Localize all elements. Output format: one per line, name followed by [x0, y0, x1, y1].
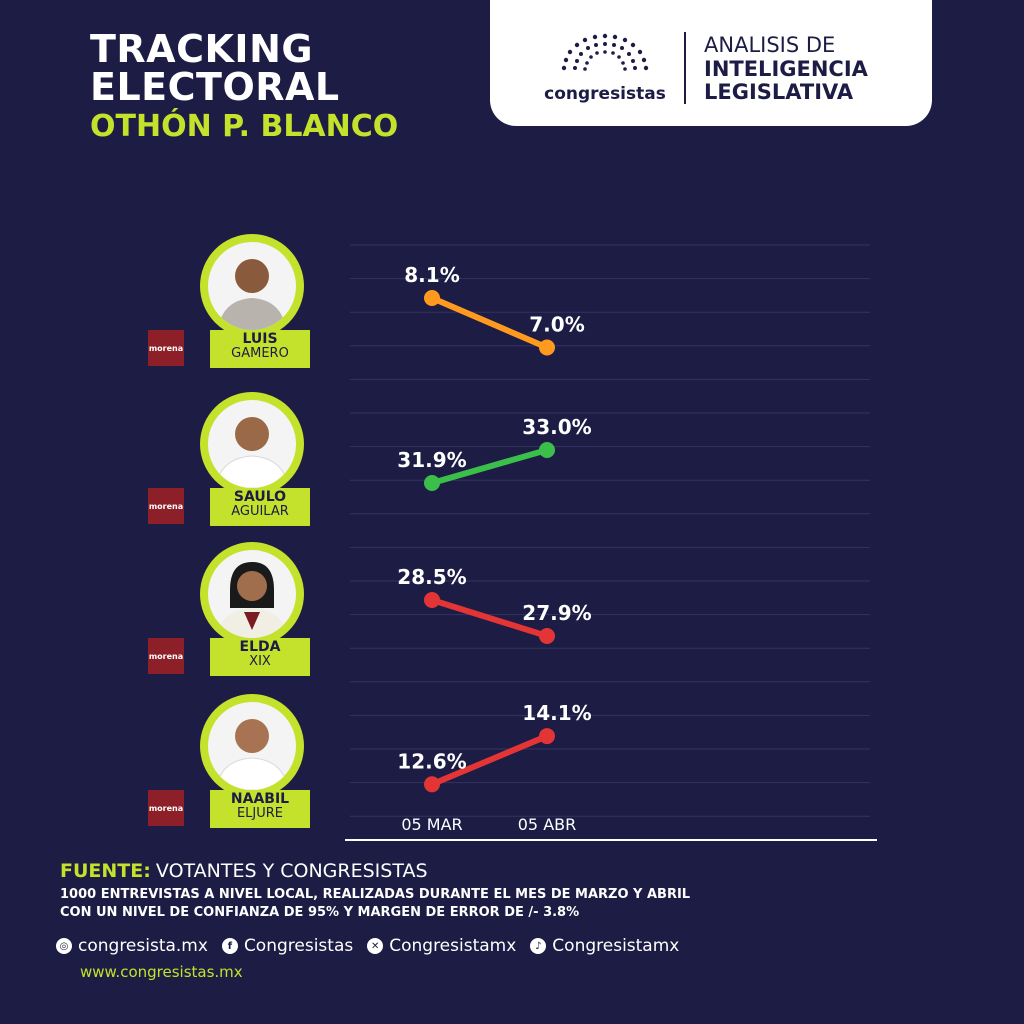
candidate-last-name: AGUILAR [231, 504, 289, 520]
x-tick-label: 05 ABR [518, 815, 576, 834]
candidate-first-name: ELDA [239, 639, 281, 655]
party-logo: morena [148, 638, 184, 674]
brand-tagline-line-3: LEGISLATIVA [704, 80, 854, 105]
facebook-icon: f [221, 938, 238, 954]
source-label: FUENTE: [60, 860, 151, 882]
data-label: 31.9% [397, 448, 466, 472]
candidate-name-box: ELDA XIX [210, 638, 310, 676]
candidate-first-name: SAULO [233, 489, 287, 505]
data-point [424, 592, 440, 608]
candidate-card-naabil: morena NAABIL ELJURE [146, 694, 316, 854]
title-line-2: ELECTORAL [90, 65, 340, 109]
candidate-name-box: SAULO AGUILAR [210, 488, 310, 526]
candidate-photo-ring [200, 694, 304, 798]
candidate-first-name: LUIS [242, 331, 278, 347]
social-instagram[interactable]: ◎ congresista.mx [56, 936, 208, 956]
data-point [424, 776, 440, 793]
tiktok-icon: ♪ [530, 938, 547, 954]
candidate-photo-ring [200, 392, 304, 496]
candidate-last-name: ELJURE [236, 806, 284, 822]
brand-tagline: ANALISIS DE INTELIGENCIA LEGISLATIVA [704, 33, 868, 105]
source-value: VOTANTES Y CONGRESISTAS [155, 860, 428, 882]
series-line [429, 295, 550, 351]
candidate-photo-ring [200, 542, 304, 646]
social-x[interactable]: ✕ Congresistamx [367, 936, 516, 956]
social-tiktok-text: Congresistamx [552, 936, 680, 956]
title-block: TRACKING ELECTORAL OTHÓN P. BLANCO [90, 30, 398, 142]
candidate-name-box: NAABIL ELJURE [210, 790, 310, 828]
candidate-first-name: NAABIL [230, 791, 290, 807]
data-label: 28.5% [397, 565, 466, 589]
methodology-note-line-1: 1000 ENTREVISTAS A NIVEL LOCAL, REALIZAD… [60, 887, 691, 902]
series-line [429, 447, 550, 486]
data-label: 7.0% [529, 313, 584, 337]
candidate-name-box: LUIS GAMERO [210, 330, 310, 368]
candidate-photo [208, 242, 296, 330]
social-instagram-text: congresista.mx [78, 936, 208, 956]
social-tiktok[interactable]: ♪ Congresistamx [530, 936, 679, 956]
brand-name: congresistas [544, 84, 666, 104]
website-link[interactable]: www.congresistas.mx [80, 963, 243, 981]
title-line-1: TRACKING [90, 27, 314, 71]
data-point [424, 290, 440, 306]
candidate-photo [208, 702, 296, 790]
footer: FUENTE: VOTANTES Y CONGRESISTAS 1000 ENT… [60, 860, 820, 921]
x-tick-label: 05 MAR [401, 815, 462, 834]
social-facebook-text: Congresistas [243, 936, 354, 956]
candidate-photo [208, 550, 296, 638]
data-point [539, 728, 555, 745]
data-label: 14.1% [522, 701, 591, 725]
candidate-photo-ring [200, 234, 304, 338]
brand-tagline-line-2: INTELIGENCIA [704, 56, 868, 81]
data-point [539, 628, 555, 644]
candidate-card-luis: morena LUIS GAMERO [146, 234, 316, 394]
social-links: ◎ congresista.mx f Congresistas ✕ Congre… [56, 936, 679, 956]
data-label: 33.0% [522, 415, 591, 439]
party-logo: morena [148, 488, 184, 524]
tracking-chart: 05 MAR 05 ABR 8.1% 7.0% 31.9% 33.0% 28.5% 27.9%… [345, 244, 877, 841]
candidate-card-saulo: morena SAULO AGUILAR [146, 392, 316, 552]
party-logo: morena [148, 330, 184, 366]
candidate-last-name: GAMERO [231, 346, 289, 362]
series-line [429, 733, 550, 788]
data-label: 8.1% [404, 263, 459, 287]
methodology-note-line-2: CON UN NIVEL DE CONFIANZA DE 95% Y MARGE… [60, 904, 580, 920]
brand-card: congresistas ANALISIS DE INTELIGENCIA LE… [490, 0, 932, 126]
brand-tagline-line-1: ANALISIS DE [704, 33, 836, 57]
data-point [539, 339, 555, 356]
congresistas-logo-icon [561, 33, 649, 71]
x-icon: ✕ [367, 938, 384, 954]
data-label: 27.9% [522, 601, 591, 625]
social-facebook[interactable]: f Congresistas [221, 936, 354, 956]
party-logo: morena [148, 790, 184, 826]
data-label: 12.6% [397, 749, 466, 773]
data-point [539, 442, 555, 458]
instagram-icon: ◎ [56, 938, 72, 954]
candidate-photo [208, 400, 296, 488]
methodology-note: 1000 ENTREVISTAS A NIVEL LOCAL, REALIZAD… [60, 886, 820, 921]
data-point [424, 475, 440, 491]
candidate-last-name: XIX [249, 654, 271, 670]
subtitle: OTHÓN P. BLANCO [90, 109, 399, 144]
candidate-card-elda: morena ELDA XIX [146, 542, 316, 702]
social-x-text: Congresistamx [389, 936, 517, 956]
brand-divider [684, 32, 686, 104]
series-line [429, 597, 550, 639]
